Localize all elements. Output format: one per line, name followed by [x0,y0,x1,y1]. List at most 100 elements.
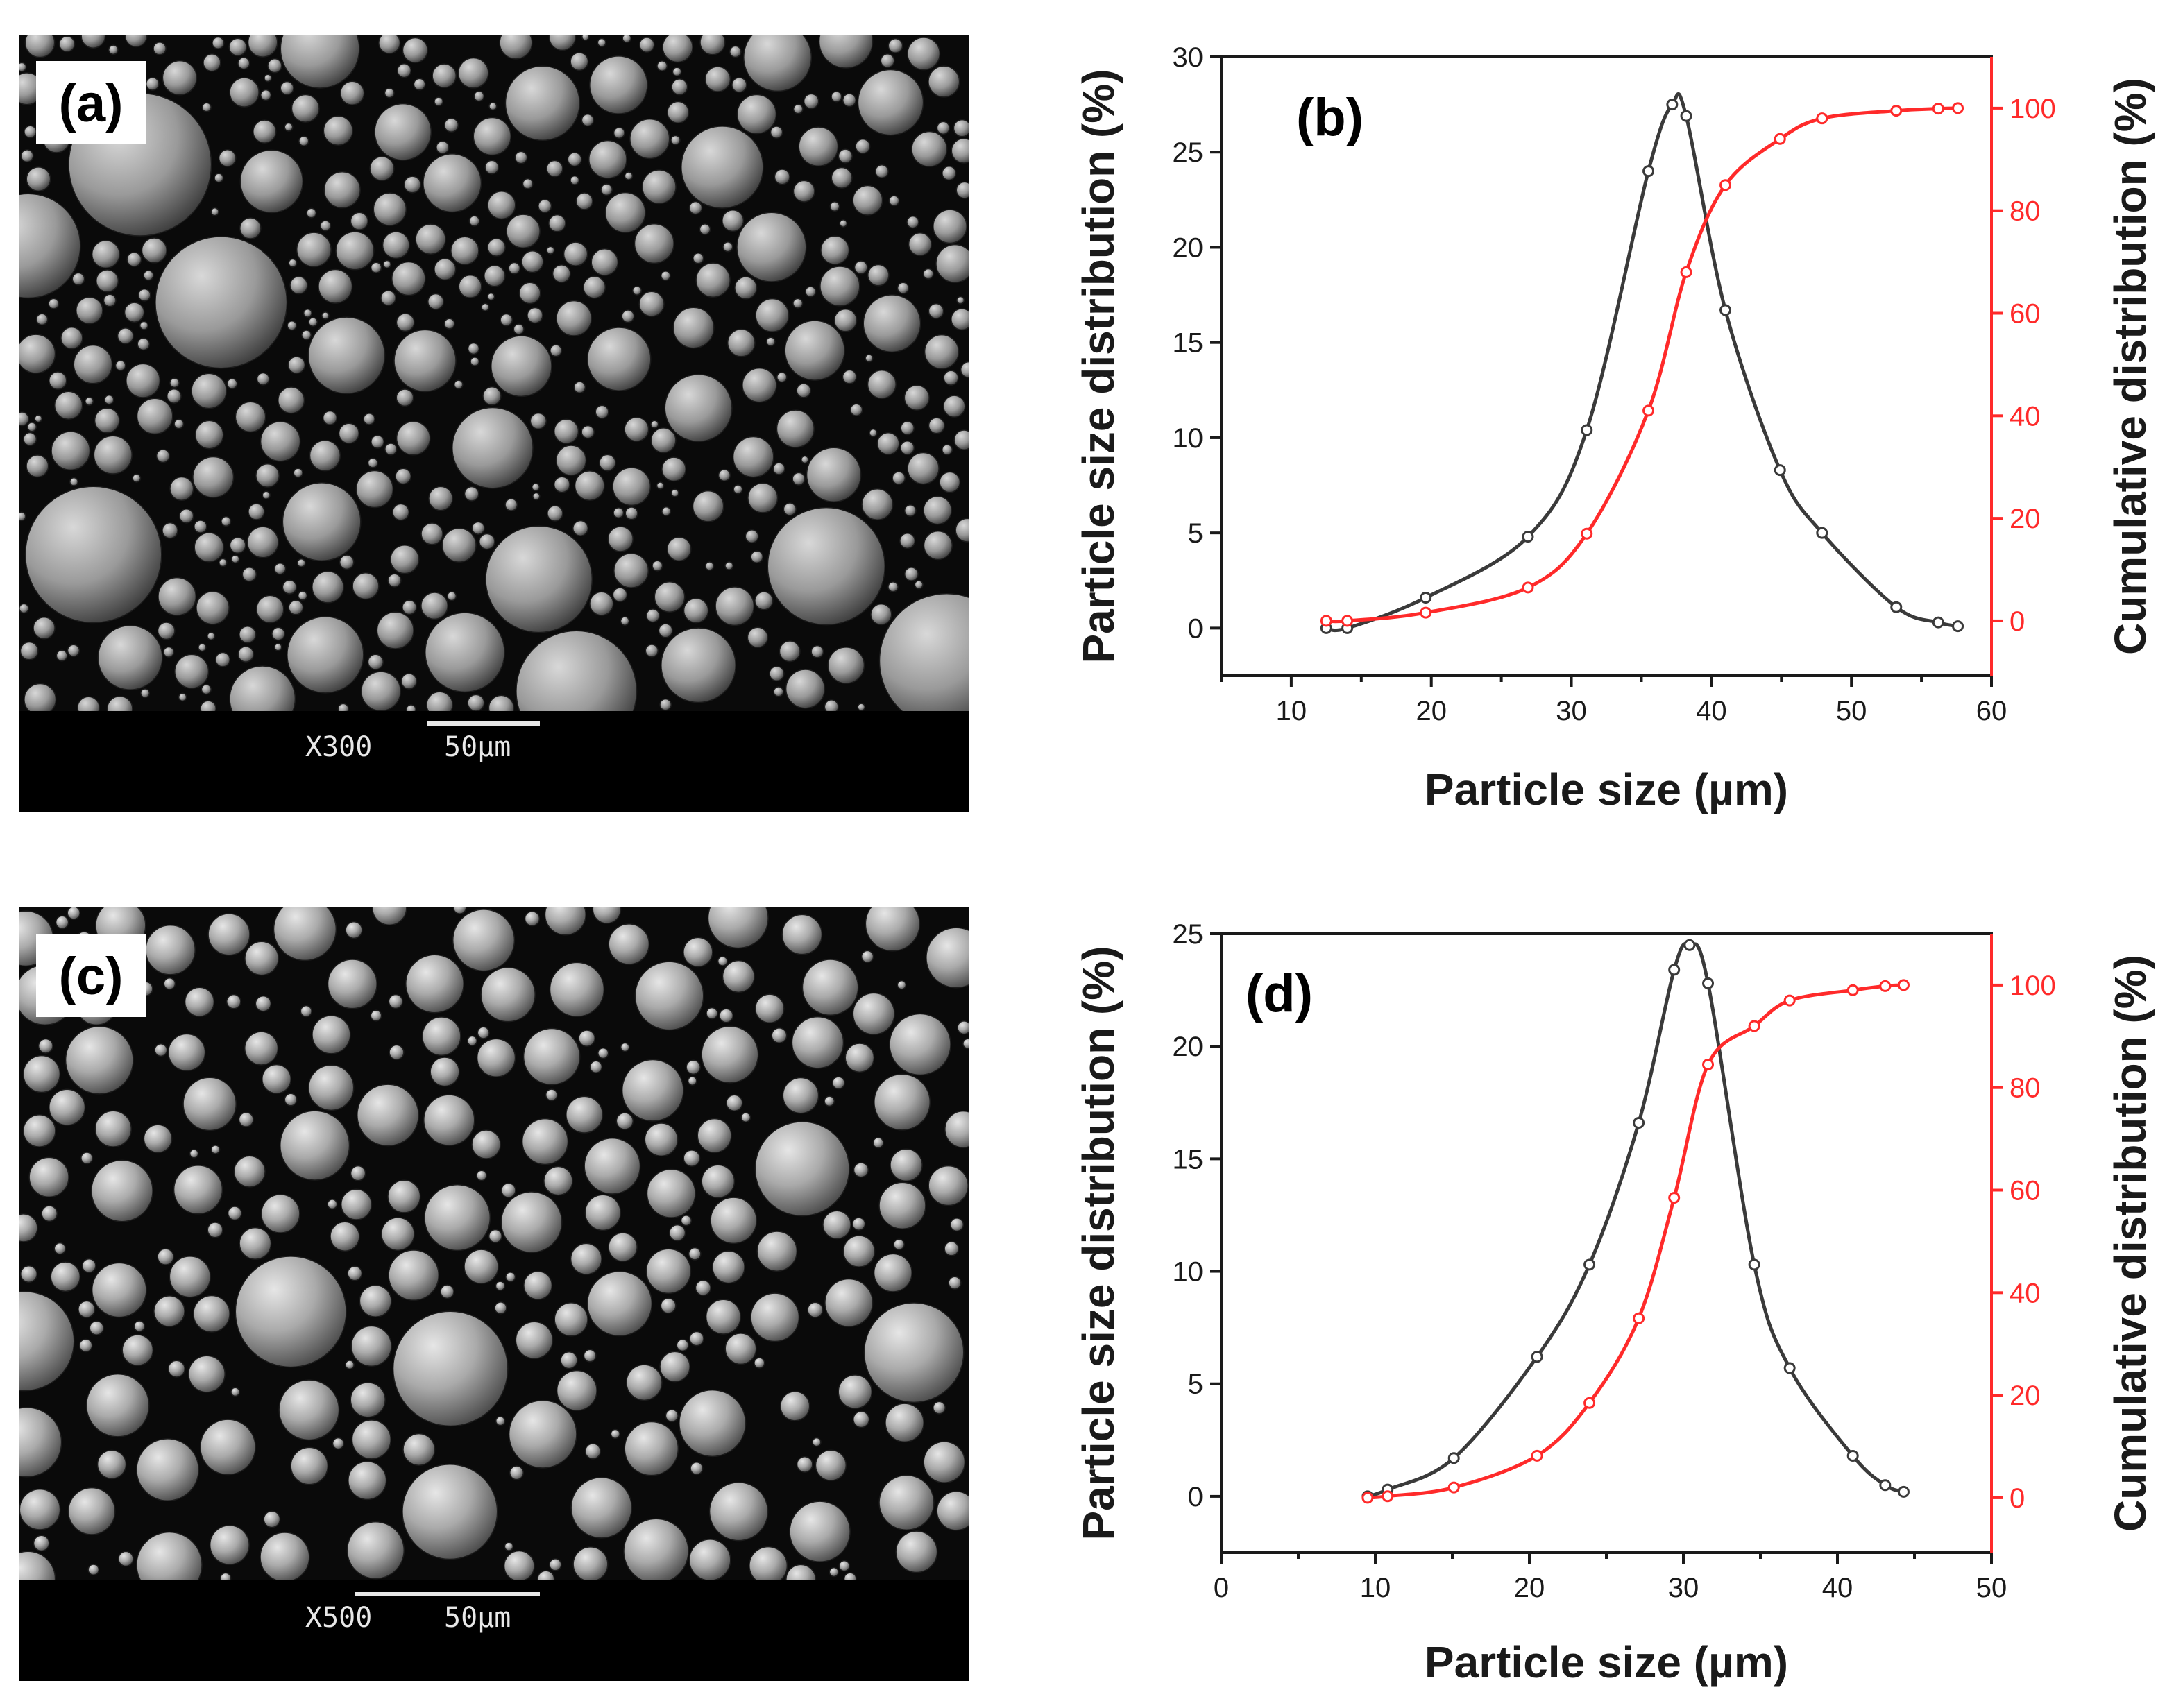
chart-b-y2-tick-label: 60 [2010,299,2041,330]
powder-particle [136,1438,200,1502]
powder-particle [645,608,661,623]
chart-d-y-tick-label: 20 [1173,1032,1204,1062]
chart-d-cumulative-point [1748,1020,1760,1032]
powder-particle [503,1550,535,1580]
powder-particle [747,482,779,513]
powder-particle [233,1155,266,1188]
powder-particle [282,482,362,562]
powder-particle [827,647,865,684]
chart-d-distribution-point [1668,964,1681,976]
powder-particle [548,35,577,51]
chart-d-cumulative-point [1897,979,1910,991]
powder-particle [726,1094,743,1112]
powder-particle [621,1059,684,1122]
powder-particle [900,440,915,456]
chart-d-panel-label: (d) [1246,964,1313,1023]
powder-particle [19,641,39,660]
powder-particle [575,192,593,210]
powder-particle [443,318,455,330]
panel-a-label-box [36,61,146,144]
powder-particle [203,53,221,72]
powder-particle [842,93,857,108]
powder-particle [346,1521,405,1580]
chart-b-cumulative-point [1320,615,1332,627]
chart-d-cumulative-point [1382,1490,1394,1503]
chart-d-cumulative-point [1846,984,1859,996]
powder-particle [420,592,449,620]
powder-particle [192,1295,230,1333]
powder-particle [874,164,889,179]
powder-particle [41,1205,58,1222]
powder-particle [470,357,480,367]
powder-particle [622,35,632,43]
powder-particle [584,1194,622,1231]
powder-particle [239,1227,272,1260]
powder-particle [227,1206,242,1221]
powder-particle [337,703,349,711]
powder-particle [163,977,176,990]
powder-particle [28,1156,69,1198]
powder-particle [20,149,34,163]
powder-particle [824,1095,835,1107]
powder-particle [238,1111,254,1127]
chart-b-y-tick-label: 0 [1188,613,1203,644]
powder-particle [387,1179,421,1213]
powder-particle [518,282,541,305]
powder-particle [704,561,715,571]
powder-particle [950,1218,965,1232]
powder-particle [750,1292,800,1342]
powder-particle [84,396,94,406]
powder-particle [114,359,126,371]
powder-particle [388,993,403,1009]
powder-particle [339,554,355,570]
powder-particle [522,1027,581,1086]
powder-particle [960,361,969,378]
powder-particle [652,560,663,572]
powder-particle [650,420,659,429]
powder-particle [103,293,117,307]
chart-b-distribution-point [1890,601,1903,613]
powder-particle [192,456,235,498]
powder-particle [556,300,593,336]
powder-particle [277,386,305,414]
powder-particle [51,431,91,471]
powder-particle [288,258,298,268]
powder-particle [287,320,297,331]
powder-particle [136,1531,203,1580]
chart-d-y-tick-label: 15 [1173,1144,1204,1175]
powder-particle [420,522,443,545]
powder-particle [19,1551,56,1580]
powder-particle [621,309,635,323]
powder-particle [656,60,668,72]
powder-particle [228,37,247,57]
powder-particle [487,190,516,220]
chart-b-distribution-point [1816,527,1828,539]
powder-particle [244,941,280,976]
powder-particle [137,288,151,302]
powder-particle [452,907,467,914]
chart-b-y-tick-label: 20 [1173,232,1204,263]
powder-particle [625,506,638,520]
powder-particle [769,665,785,682]
powder-particle [656,481,665,490]
powder-particle [19,511,26,522]
powder-particle [900,420,915,436]
powder-particle [262,1064,292,1094]
powder-particle [19,603,29,614]
powder-particle [853,1162,869,1178]
powder-particle [504,65,581,142]
powder-particle [586,1270,653,1337]
chart-b-x-ticks: 10 20 30 40 50 60 [1220,676,2007,726]
powder-particle [722,241,733,253]
powder-particle [791,1016,844,1069]
powder-particle [464,1249,499,1284]
powder-particle [584,1443,602,1460]
powder-particle [623,1518,689,1580]
chart-d-y2-tick-label: 40 [2010,1278,2041,1308]
powder-particle [90,1159,153,1222]
powder-particle [932,1401,946,1415]
chart-d-distribution-point [1783,1362,1796,1374]
powder-particle [307,316,386,395]
powder-particle [928,417,945,434]
powder-particle [226,993,241,1009]
